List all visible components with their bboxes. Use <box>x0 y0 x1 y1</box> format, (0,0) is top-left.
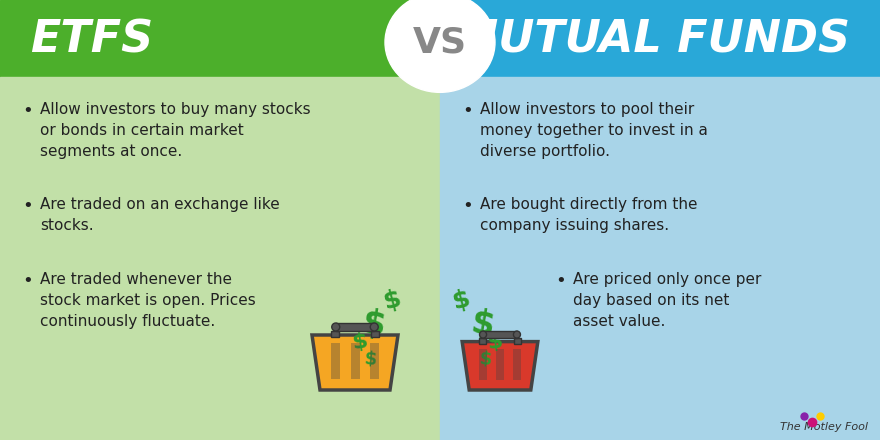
Bar <box>483 331 517 338</box>
Text: $: $ <box>351 331 369 353</box>
Text: $: $ <box>467 307 496 343</box>
Text: $: $ <box>478 351 492 370</box>
Bar <box>370 331 378 337</box>
Bar <box>513 349 521 380</box>
Ellipse shape <box>513 331 520 338</box>
Text: Are traded whenever the
stock market is open. Prices
continuously fluctuate.: Are traded whenever the stock market is … <box>40 272 256 329</box>
Text: The Motley Fool: The Motley Fool <box>780 422 868 432</box>
Text: MUTUAL FUNDS: MUTUAL FUNDS <box>454 18 850 62</box>
Polygon shape <box>312 335 398 390</box>
Bar <box>514 338 521 344</box>
Text: $: $ <box>363 351 377 370</box>
Bar <box>370 343 379 379</box>
Text: Are priced only once per
day based on its net
asset value.: Are priced only once per day based on it… <box>573 272 761 329</box>
Text: ETFS: ETFS <box>30 18 153 62</box>
Ellipse shape <box>385 0 495 92</box>
Text: •: • <box>555 272 566 290</box>
Bar <box>332 331 340 337</box>
Text: •: • <box>22 102 33 120</box>
Text: Are traded on an exchange like
stocks.: Are traded on an exchange like stocks. <box>40 197 280 233</box>
Text: •: • <box>22 272 33 290</box>
Bar <box>0 0 440 77</box>
Text: Allow investors to buy many stocks
or bonds in certain market
segments at once.: Allow investors to buy many stocks or bo… <box>40 102 311 159</box>
Bar <box>440 77 880 440</box>
Bar <box>440 0 880 77</box>
Text: $: $ <box>359 307 387 343</box>
Bar <box>496 349 504 380</box>
Bar <box>479 349 487 380</box>
Bar <box>336 323 374 331</box>
Bar <box>480 338 487 344</box>
Text: $: $ <box>451 286 473 314</box>
Bar <box>0 77 440 440</box>
Ellipse shape <box>480 331 487 338</box>
Text: VS: VS <box>413 26 467 59</box>
Text: $: $ <box>486 331 504 353</box>
Text: •: • <box>462 102 473 120</box>
Text: •: • <box>22 197 33 215</box>
Bar <box>350 343 360 379</box>
Polygon shape <box>462 341 538 390</box>
Ellipse shape <box>332 323 340 331</box>
Bar <box>331 343 340 379</box>
Text: $: $ <box>381 286 405 314</box>
Text: Allow investors to pool their
money together to invest in a
diverse portfolio.: Allow investors to pool their money toge… <box>480 102 708 159</box>
Text: Are bought directly from the
company issuing shares.: Are bought directly from the company iss… <box>480 197 698 233</box>
Text: •: • <box>462 197 473 215</box>
Ellipse shape <box>370 323 378 331</box>
